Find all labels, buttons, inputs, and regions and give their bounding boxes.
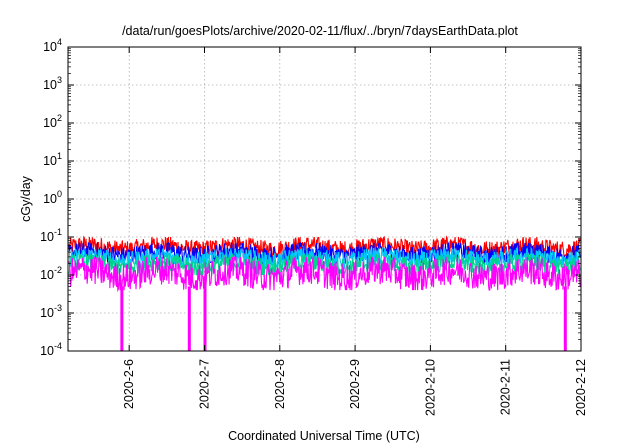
x-tick-label: 2020-2-7	[197, 359, 211, 409]
dropout-spike	[120, 286, 124, 351]
x-axis: 2020-2-6 2020-2-7 2020-2-8 2020-2-9 2020-2-1…	[122, 47, 588, 416]
x-tick-label: 2020-2-11	[499, 359, 513, 415]
y-tick-label: 100	[43, 189, 62, 206]
y-tick-label: 10-1	[40, 227, 62, 244]
grid	[68, 47, 582, 351]
x-tick-label: 2020-2-6	[122, 359, 136, 409]
y-axis-label: cGy/day	[19, 175, 33, 222]
y-tick-label: 101	[43, 151, 62, 168]
y-tick-label: 10-3	[40, 303, 62, 320]
x-tick-label: 2020-2-12	[574, 359, 588, 416]
y-tick-label: 104	[43, 37, 62, 54]
y-tick-label: 10-2	[40, 265, 62, 282]
series-group	[68, 235, 581, 351]
data-series	[68, 240, 581, 266]
dropout-spike	[203, 286, 207, 351]
y-tick-label: 103	[43, 75, 62, 92]
data-series	[68, 255, 581, 293]
x-axis-label: Coordinated Universal Time (UTC)	[228, 429, 420, 443]
dropout-spike	[187, 286, 191, 351]
x-tick-label: 2020-2-10	[423, 359, 437, 416]
chart-title: /data/run/goesPlots/archive/2020-02-11/f…	[122, 24, 518, 38]
y-tick-label: 102	[43, 113, 62, 130]
y-tick-label: 10-4	[40, 341, 62, 358]
y-axis: 10-4 10-3 10-2 10-1 100 101 102 103 104	[40, 37, 581, 358]
x-tick-label: 2020-2-9	[348, 359, 362, 409]
x-tick-label: 2020-2-8	[273, 359, 287, 409]
dropout-spike	[563, 286, 567, 351]
